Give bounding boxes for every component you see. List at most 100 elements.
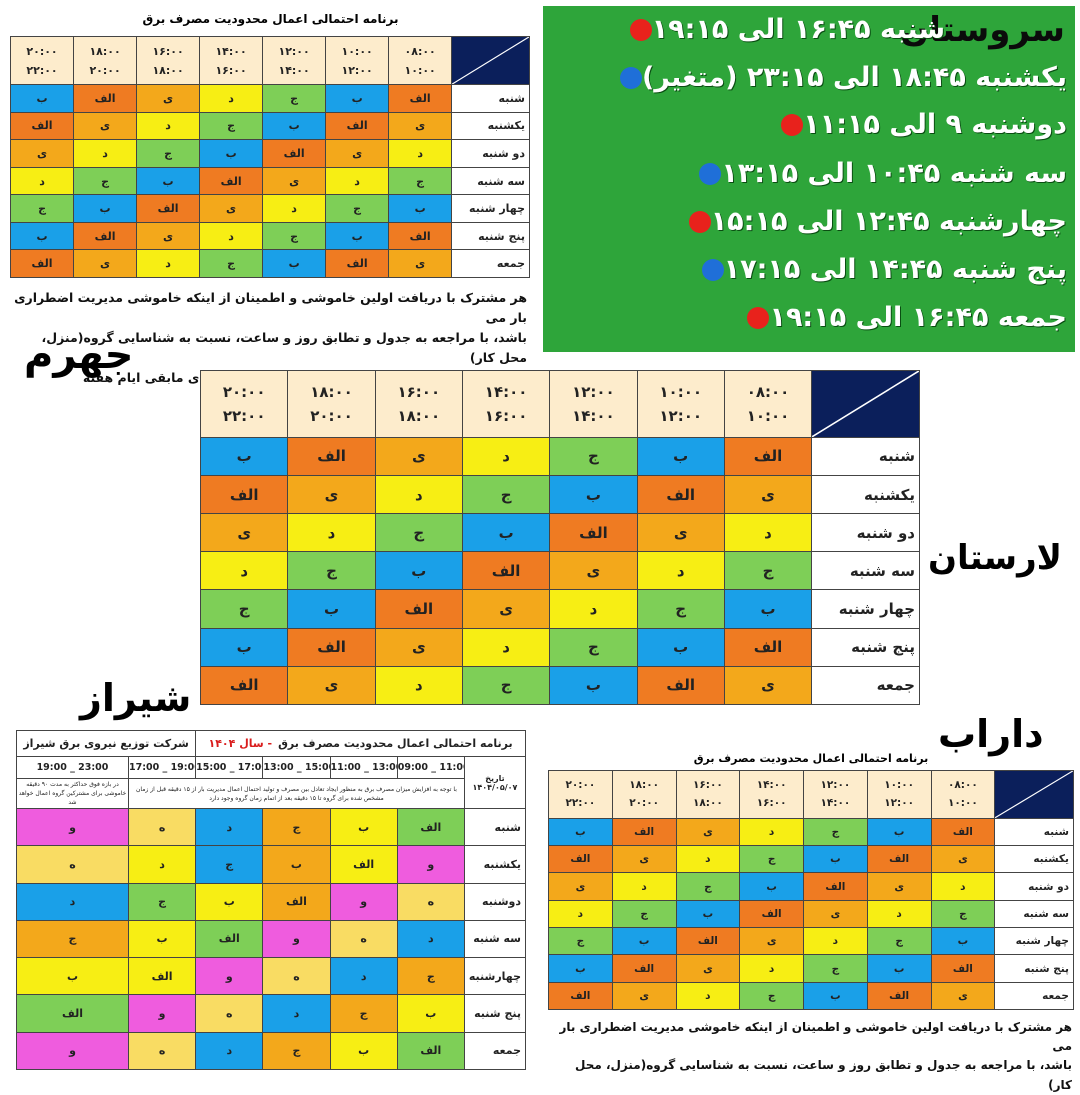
group-cell: ی: [866, 872, 932, 901]
time-slot-header: ۱۰:۰۰ ۱۲:۰۰: [866, 770, 932, 819]
group-cell: ج: [930, 899, 996, 929]
group-cell: الف: [611, 817, 677, 847]
group-cell: الف: [396, 807, 465, 847]
group-cell: الف: [195, 919, 264, 959]
sarvestan-schedule-line: جمعه ۱۶:۴۵ الی ۱۹:۱۵: [743, 302, 1067, 333]
time-end: ۱۴:۰۰: [572, 406, 615, 425]
group-cell: الف: [396, 1031, 465, 1071]
group-cell: ی: [461, 589, 551, 629]
group-cell: ی: [803, 899, 868, 929]
group-cell: الف: [262, 882, 331, 921]
sarvestan-line-text: سه شنبه ۱۰:۴۵ الی ۱۳:۱۵: [721, 158, 1067, 189]
shiraz-date-cell: تاریخ ۱۴۰۴/۰۵/۰۷: [463, 756, 527, 809]
time-start: ۰۸:۰۰: [404, 44, 436, 58]
time-start: ۱۶:۰۰: [397, 382, 441, 401]
day-label: شنبه: [463, 807, 527, 847]
group-cell: د: [136, 111, 201, 141]
group-cell: ه: [262, 957, 331, 996]
group-cell: الف: [9, 249, 75, 278]
day-label: جمعه: [463, 1031, 527, 1071]
group-cell: د: [396, 919, 465, 959]
group-cell: ی: [262, 166, 327, 196]
darab-schedule-title: برنامه احتمالی اعمال محدودیت مصرف برق: [693, 752, 929, 765]
group-cell: ج: [723, 551, 813, 591]
jahrom-schedule-table-wrap: ۰۸:۰۰ ۱۰:۰۰ ۱۰:۰۰ ۱۲:۰۰ ۱۲:۰۰ ۱۴:۰۰ ۱۴:۰۰ ۱۶:۰۰…: [9, 35, 530, 278]
shiraz-date: ۱۴۰۴/۰۵/۰۷: [472, 782, 518, 792]
time-start: ۱۴:۰۰: [756, 779, 787, 792]
group-cell: الف: [374, 589, 463, 629]
group-cell: ب: [548, 954, 613, 983]
group-cell: د: [374, 665, 463, 706]
group-cell: ج: [136, 139, 201, 168]
group-cell: ی: [374, 436, 463, 476]
group-cell: ی: [611, 981, 677, 1011]
time-end: ۲۲:۰۰: [26, 63, 58, 77]
sarvestan-line-text: دوشنبه ۹ الی ۱۱:۱۵: [803, 109, 1067, 140]
group-cell: د: [636, 551, 725, 591]
time-slot-header: ۱۲:۰۰ ۱۴:۰۰: [803, 770, 868, 819]
group-cell: ی: [930, 845, 996, 874]
corner-cell: [811, 370, 920, 438]
time-start: ۱۶:۰۰: [152, 44, 184, 58]
table-row: دوشنبه ه و الف ب ج د: [16, 882, 527, 921]
time-end: ۱۶:۰۰: [484, 406, 528, 425]
group-cell: ی: [199, 513, 289, 553]
corner-cell: [994, 770, 1074, 819]
table-row: دو شنبه د ی الف ب ج د ی: [548, 872, 1074, 901]
sarvestan-line-text: شنبه ۱۶:۴۵ الی ۱۹:۱۵: [651, 14, 945, 45]
group-cell: د: [199, 84, 264, 113]
day-label: چهار شنبه: [451, 194, 530, 223]
darab-schedule-table-wrap: ۰۸:۰۰ ۱۰:۰۰ ۱۰:۰۰ ۱۲:۰۰ ۱۲:۰۰ ۱۴:۰۰ ۱۴:۰۰ ۱۶:۰۰…: [548, 770, 1074, 1011]
sarvestan-line-text: چهارشنبه ۱۲:۴۵ الی ۱۵:۱۵: [710, 206, 1067, 237]
shiraz-note-side: در بازه فوق حداکثر به مدت ۹۰ دقیقه خاموش…: [16, 778, 129, 809]
shiraz-date-label: تاریخ: [485, 773, 505, 783]
group-cell: ب: [549, 665, 638, 706]
group-cell: ب: [739, 872, 804, 901]
time-slot-header: ۰۸:۰۰ ۱۰:۰۰: [388, 35, 453, 86]
table-row: یکشنبه و الف ب ج د ه: [16, 845, 527, 884]
time-slot-header: ۱۰:۰۰ ۱۲:۰۰: [636, 370, 725, 438]
group-cell: ج: [803, 817, 868, 847]
day-label: شنبه: [811, 436, 920, 476]
group-cell: ج: [329, 994, 398, 1033]
group-cell: ی: [388, 111, 453, 141]
day-label: یکشنبه: [811, 474, 920, 515]
group-cell: د: [461, 627, 551, 667]
group-cell: ه: [127, 1031, 197, 1071]
status-dot-icon: [688, 210, 711, 233]
table-row: یکشنبه ی الف ب ج د ی الف: [199, 474, 920, 515]
group-cell: الف: [127, 957, 197, 996]
group-cell: ی: [675, 817, 741, 847]
time-end: ۱۰:۰۰: [404, 63, 436, 77]
group-cell: ب: [287, 589, 376, 629]
group-cell: ب: [396, 994, 465, 1033]
city-label-darab: داراب: [938, 712, 1044, 756]
group-cell: ب: [803, 981, 868, 1011]
time-slot-header: ۱۴:۰۰ ۱۶:۰۰: [739, 770, 804, 819]
day-label: پنج شنبه: [463, 994, 527, 1033]
time-start: ۱۸:۰۰: [629, 779, 660, 792]
shiraz-title-row: برنامه احتمالی اعمال محدودیت مصرف برق - س…: [15, 730, 526, 757]
group-cell: الف: [548, 845, 613, 874]
table-row: جمعه ی الف ب ج د ی الف: [548, 981, 1074, 1011]
time-start: ۱۲:۰۰: [572, 382, 615, 401]
group-cell: ج: [325, 194, 390, 223]
group-cell: ج: [739, 845, 804, 874]
group-cell: الف: [461, 551, 551, 591]
shiraz-schedule-table: برنامه احتمالی اعمال محدودیت مصرف برق - س…: [15, 730, 527, 1071]
status-dot-icon: [701, 258, 724, 281]
shiraz-note-row: با توجه به افزایش میزان مصرف برق به منظو…: [16, 778, 526, 809]
group-cell: د: [611, 872, 677, 901]
group-cell: د: [195, 1031, 264, 1071]
group-cell: و: [127, 994, 197, 1033]
day-label: چهار شنبه: [994, 927, 1074, 956]
sarvestan-line-text: جمعه ۱۶:۴۵ الی ۱۹:۱۵: [769, 302, 1067, 333]
group-cell: الف: [287, 436, 376, 476]
group-cell: د: [262, 194, 327, 223]
group-cell: د: [199, 221, 264, 251]
group-cell: د: [548, 899, 613, 929]
group-cell: ج: [262, 807, 331, 847]
time-slot-header: ۰۸:۰۰ ۱۰:۰۰: [930, 770, 996, 819]
group-cell: و: [262, 919, 331, 959]
group-cell: الف: [930, 817, 996, 847]
